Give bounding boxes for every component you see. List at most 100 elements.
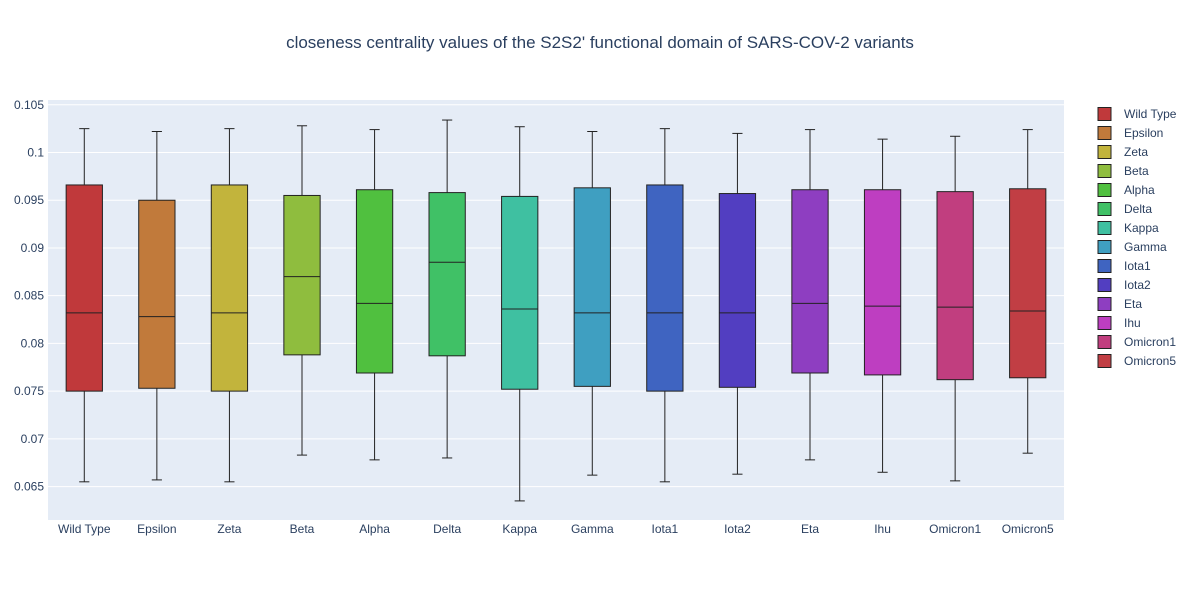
x-tick-label: Iota1 [652,522,679,536]
box-epsilon [138,131,176,481]
iqr-box [283,194,321,356]
legend-swatch [1097,221,1112,235]
iqr-box [791,189,829,374]
box-iota1 [646,128,684,483]
iqr-box [936,191,974,381]
legend-swatch [1097,145,1112,159]
box-alpha [355,129,394,461]
y-axis: 0.065 0.07 0.075 0.08 0.085 0.09 0.095 0.1 0.105 [14,98,44,494]
iqr-box [1009,188,1047,379]
box-ihu [863,138,902,473]
legend-swatch [1097,354,1112,368]
legend-swatch [1097,202,1112,216]
x-tick-label: Omicron5 [1002,522,1054,536]
x-tick-label: Epsilon [137,522,176,536]
plot-background [48,100,1064,520]
x-tick-label: Zeta [217,522,241,536]
legend-swatch [1097,183,1112,197]
box-iota2 [718,132,757,475]
legend-item: Epsilon [1097,126,1163,140]
x-tick-label: Beta [290,522,315,536]
x-tick-label: Alpha [359,522,390,536]
box-beta [283,125,321,456]
iqr-box [501,195,539,390]
box-wild-type [65,128,103,483]
iqr-box [65,184,103,392]
y-tick-label: 0.07 [21,432,45,446]
box-kappa [501,126,539,502]
legend-label: Omicron5 [1124,354,1176,368]
x-tick-label: Kappa [502,522,537,536]
x-axis: Wild Type Epsilon Zeta Beta Alpha Delta Kappa G… [58,522,1054,536]
y-tick-label: 0.075 [14,384,44,398]
y-tick-label: 0.105 [14,98,44,112]
iqr-box [863,189,902,376]
box-omicron5 [1009,129,1047,454]
y-tick-label: 0.09 [21,241,45,255]
legend-swatch [1097,126,1112,140]
legend-swatch [1097,240,1112,254]
y-tick-label: 0.095 [14,193,44,207]
x-tick-label: Eta [801,522,819,536]
legend-item: Zeta [1097,145,1148,159]
iqr-box [428,192,466,357]
legend-item: Gamma [1097,240,1167,254]
x-tick-label: Delta [433,522,461,536]
legend-label: Beta [1124,164,1149,178]
legend-item: Omicron1 [1097,335,1176,349]
boxes [65,119,1047,502]
legend-item: Eta [1097,297,1142,311]
box-delta [428,119,466,459]
legend-item: Delta [1097,202,1152,216]
legend-swatch [1097,316,1112,330]
legend-label: Wild Type [1124,107,1177,121]
x-tick-label: Ihu [874,522,891,536]
iqr-box [718,193,757,388]
legend-item: Ihu [1097,316,1141,330]
iqr-box [573,187,611,387]
legend: Wild Type Epsilon Zeta Beta Alpha Delta Kappa G… [1097,107,1177,368]
box-omicron1 [936,135,974,482]
iqr-box [646,184,684,392]
x-tick-label: Wild Type [58,522,111,536]
iqr-box [138,199,176,389]
box-zeta [210,128,249,483]
legend-swatch [1097,297,1112,311]
legend-item: Omicron5 [1097,354,1176,368]
chart-title: closeness centrality values of the S2S2'… [286,33,914,52]
legend-swatch [1097,335,1112,349]
iqr-box [355,189,394,374]
legend-label: Iota1 [1124,259,1151,273]
x-tick-label: Iota2 [724,522,751,536]
y-tick-label: 0.08 [21,336,45,350]
legend-label: Delta [1124,202,1152,216]
legend-item: Iota1 [1097,259,1151,273]
legend-label: Gamma [1124,240,1167,254]
legend-label: Ihu [1124,316,1141,330]
x-tick-label: Omicron1 [929,522,981,536]
y-tick-label: 0.085 [14,289,44,303]
legend-label: Kappa [1124,221,1159,235]
box-eta [791,129,829,461]
legend-swatch [1097,164,1112,178]
legend-label: Zeta [1124,145,1148,159]
box-gamma [573,131,611,476]
iqr-box [210,184,249,392]
y-tick-label: 0.1 [27,146,44,160]
legend-label: Epsilon [1124,126,1163,140]
legend-label: Iota2 [1124,278,1151,292]
legend-item: Kappa [1097,221,1159,235]
legend-label: Eta [1124,297,1142,311]
legend-item: Alpha [1097,183,1155,197]
legend-swatch [1097,259,1112,273]
legend-label: Alpha [1124,183,1155,197]
legend-swatch [1097,107,1112,121]
legend-swatch [1097,278,1112,292]
legend-item: Wild Type [1097,107,1177,121]
legend-item: Iota2 [1097,278,1151,292]
legend-label: Omicron1 [1124,335,1176,349]
x-tick-label: Gamma [571,522,614,536]
y-tick-label: 0.065 [14,480,44,494]
legend-item: Beta [1097,164,1149,178]
